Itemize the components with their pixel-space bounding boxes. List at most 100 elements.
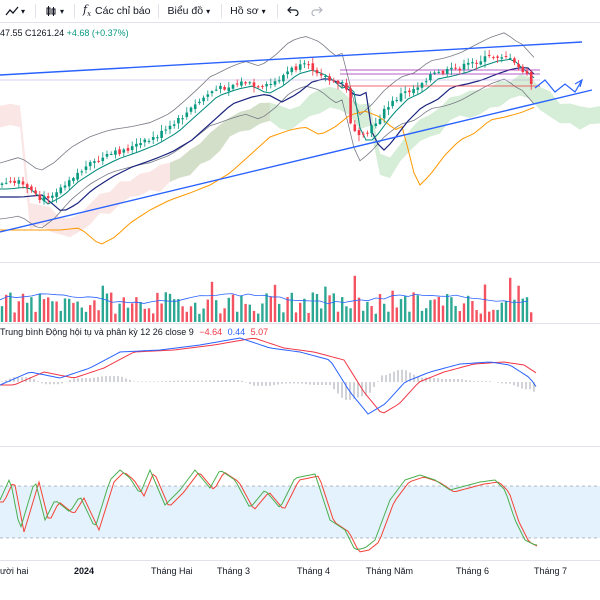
candle-body <box>315 69 319 74</box>
time-axis-label: Tháng Hai <box>151 566 193 576</box>
volume-bar <box>471 301 474 322</box>
candle-body <box>387 107 390 110</box>
candle-body <box>340 82 344 84</box>
volume-bar <box>105 293 109 322</box>
volume-bar <box>63 298 67 322</box>
candle-body <box>441 70 445 74</box>
candle-body <box>9 181 12 183</box>
time-axis-label: Tháng 7 <box>534 566 568 576</box>
volume-bar <box>525 297 529 322</box>
candle-body <box>332 80 336 82</box>
toolbar-divider <box>35 4 36 18</box>
volume-bar <box>378 294 382 322</box>
candle-body <box>4 182 8 184</box>
volume-bar <box>231 294 235 322</box>
volume-bar <box>504 301 508 322</box>
chart-menu-button[interactable]: Biểu đồ ▾ <box>162 0 218 22</box>
volume-bar <box>143 308 146 322</box>
candle-body <box>412 89 415 94</box>
volume-bar <box>311 292 314 322</box>
volume-bar <box>244 303 247 322</box>
volume-bar <box>126 307 130 322</box>
volume-bar <box>336 311 340 322</box>
candle-body <box>206 94 210 97</box>
profile-menu-button[interactable]: Hồ sơ ▾ <box>225 0 273 22</box>
chart-type-button[interactable]: ▾ <box>0 0 32 22</box>
candle-body <box>198 101 201 104</box>
volume-bar <box>437 296 440 322</box>
volume-bar <box>89 305 92 322</box>
candle-body <box>399 93 403 102</box>
undo-icon <box>286 4 300 18</box>
candle-body <box>370 125 373 134</box>
volume-bar <box>282 312 285 322</box>
projection-path <box>534 79 583 93</box>
candle-body <box>504 56 508 58</box>
redo-button[interactable] <box>305 0 329 22</box>
pane-divider[interactable] <box>0 560 600 561</box>
profile-menu-label: Hồ sơ <box>230 5 259 17</box>
pane-divider[interactable] <box>0 323 600 324</box>
volume-bar <box>219 313 222 322</box>
candle-body <box>219 85 222 89</box>
undo-button[interactable] <box>281 0 305 22</box>
candle-body <box>168 125 172 130</box>
candle-body <box>189 107 193 112</box>
candle-body <box>471 62 474 64</box>
volume-bar <box>500 302 503 322</box>
volume-bar <box>168 293 172 322</box>
candle-body <box>487 54 491 56</box>
indicators-button[interactable]: fx Các chỉ báo <box>78 0 155 22</box>
pane-divider[interactable] <box>0 262 600 263</box>
volume-bar <box>38 293 41 322</box>
chevron-down-icon[interactable]: ▾ <box>20 6 25 16</box>
candle-body <box>147 140 151 142</box>
volume-bar <box>97 310 100 322</box>
candle-body <box>437 71 441 73</box>
volume-bar <box>299 302 302 322</box>
candle-body <box>286 71 289 75</box>
candle-body <box>269 84 273 86</box>
chevron-down-icon[interactable]: ▾ <box>59 6 64 16</box>
volume-bar <box>509 277 512 322</box>
candle-body <box>223 87 226 90</box>
macd-legend[interactable]: Trung bình Động hội tụ và phân kỳ 12 26 … <box>0 327 268 337</box>
candle-body <box>450 67 453 70</box>
candle-body <box>164 129 168 131</box>
candle-body <box>122 149 126 153</box>
mid-moving-average <box>0 67 535 211</box>
candle-body <box>55 192 58 197</box>
volume-bar <box>362 310 365 322</box>
volume-bar <box>303 298 306 322</box>
volume-bar <box>59 310 62 322</box>
volume-bar <box>21 293 25 322</box>
candle-body <box>382 108 386 119</box>
projection-arrow-icon <box>574 78 583 88</box>
volume-bar <box>202 308 205 322</box>
volume-bar <box>446 294 449 322</box>
candle-style-button[interactable]: ▾ <box>39 0 71 22</box>
volume-bar <box>441 305 445 322</box>
candle-body <box>135 143 138 147</box>
candle-body <box>84 166 88 170</box>
time-axis-label: Tháng Năm <box>366 566 414 576</box>
chevron-down-icon: ▾ <box>206 6 211 16</box>
candle-body <box>51 195 54 198</box>
candle-body <box>298 64 302 70</box>
volume-bar <box>294 312 298 322</box>
candle-body <box>307 64 310 66</box>
candle-body <box>479 61 483 65</box>
candle-body <box>492 57 495 59</box>
candle-body <box>462 63 466 70</box>
candle-body <box>244 82 247 84</box>
volume-ma-line <box>0 293 529 305</box>
volume-bar <box>47 297 50 322</box>
pane-divider[interactable] <box>0 446 600 447</box>
chart-toolbar: ▾ ▾ fx Các chỉ báo Biểu đồ ▾ Hồ sơ ▾ <box>0 0 600 23</box>
candle-body <box>93 161 96 163</box>
candle-body <box>101 157 105 162</box>
volume-bar <box>110 292 113 322</box>
candle-body <box>256 86 260 88</box>
candle-body <box>265 84 268 87</box>
